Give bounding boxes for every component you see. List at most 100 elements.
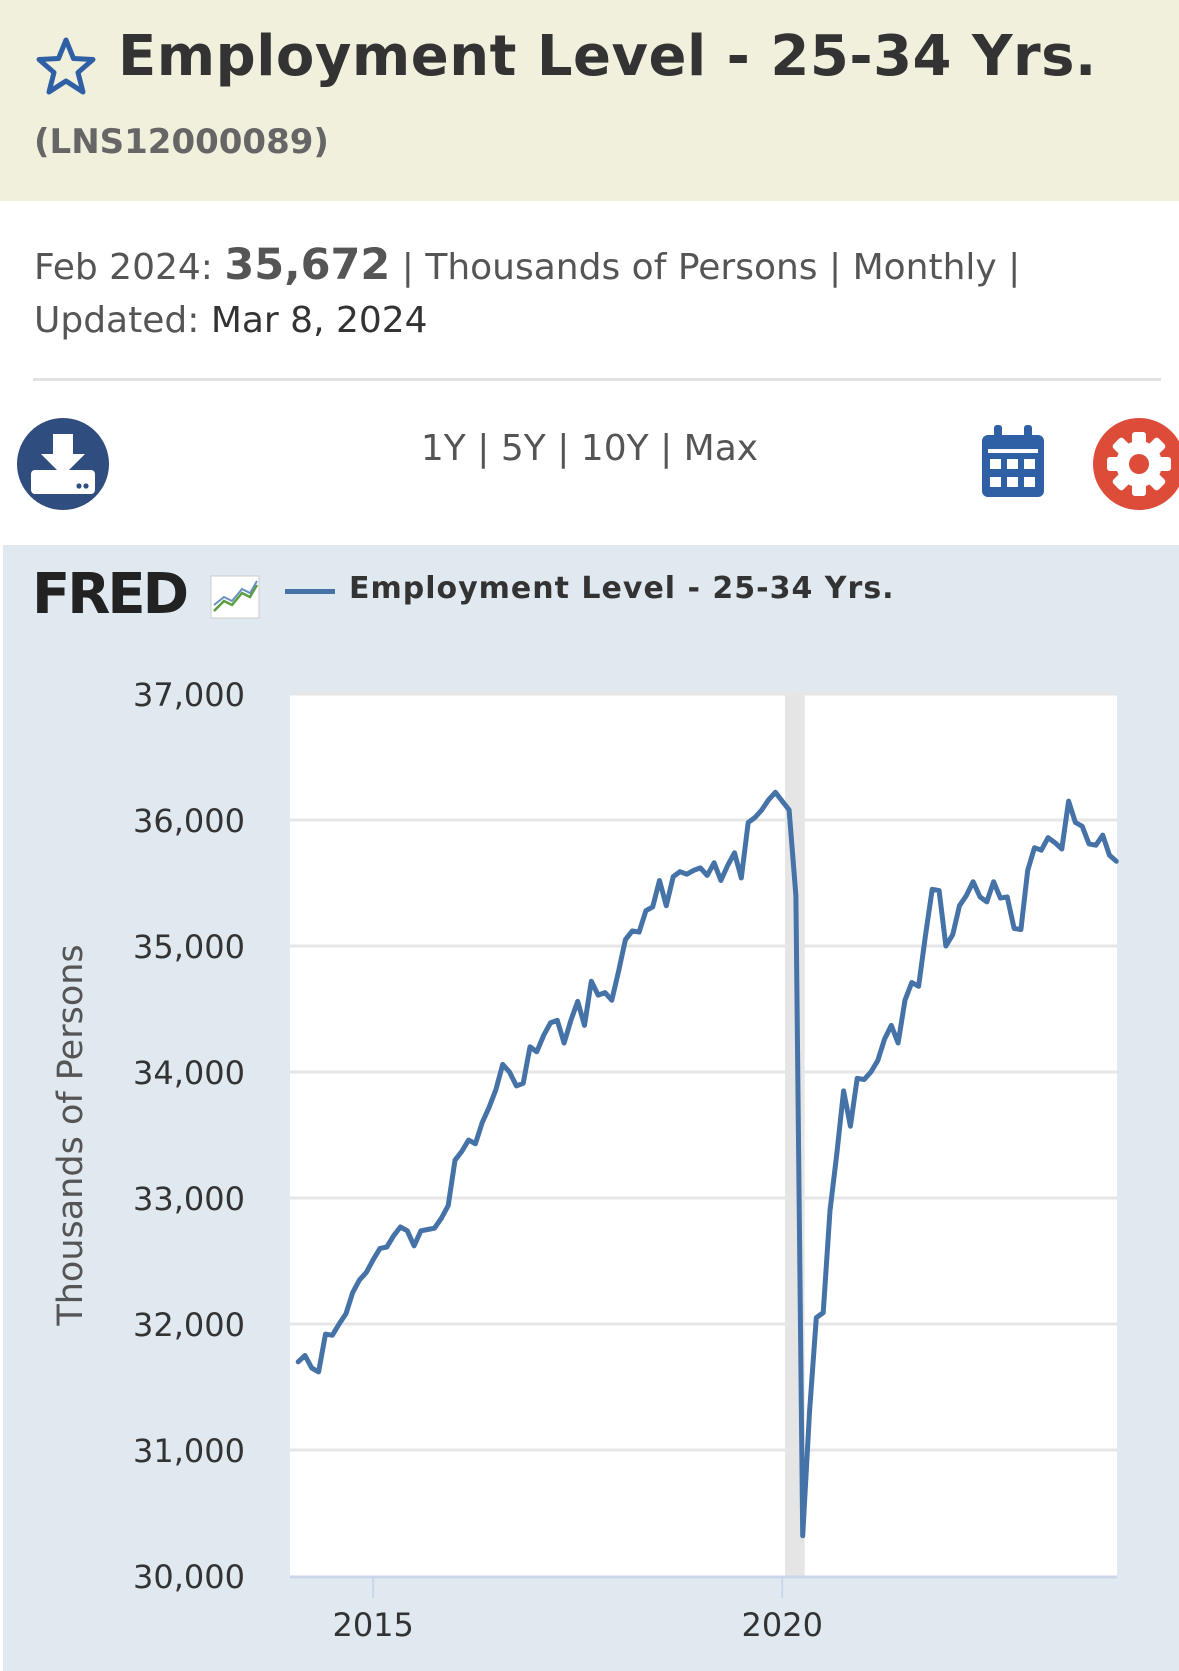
y-axis-title: Thousands of Persons bbox=[51, 944, 91, 1326]
gear-icon[interactable] bbox=[1093, 418, 1179, 510]
range-selector: 1Y | 5Y | 10Y | Max bbox=[0, 428, 1179, 469]
data-point bbox=[446, 1203, 451, 1208]
y-tick-label: 31,000 bbox=[133, 1432, 245, 1470]
data-point bbox=[998, 896, 1003, 901]
data-point bbox=[671, 874, 676, 879]
data-point bbox=[350, 1290, 355, 1295]
data-point bbox=[568, 1018, 573, 1023]
data-point bbox=[1114, 859, 1119, 864]
data-point bbox=[1005, 894, 1010, 899]
data-point bbox=[357, 1277, 362, 1282]
data-point bbox=[657, 878, 662, 883]
header-panel: Employment Level - 25-34 Yrs. (LNS120000… bbox=[0, 0, 1179, 201]
data-point bbox=[1073, 820, 1078, 825]
data-point bbox=[780, 799, 785, 804]
data-point bbox=[589, 979, 594, 984]
data-point bbox=[1059, 846, 1064, 851]
data-point bbox=[855, 1076, 860, 1081]
data-point bbox=[821, 1310, 826, 1315]
data-point bbox=[807, 1410, 812, 1415]
data-point bbox=[459, 1149, 464, 1154]
data-point bbox=[868, 1070, 873, 1075]
data-point bbox=[650, 904, 655, 909]
data-point bbox=[398, 1224, 403, 1229]
data-point bbox=[609, 998, 614, 1003]
series-line bbox=[295, 789, 1119, 1539]
updated-line: Updated: Mar 8, 2024 bbox=[34, 300, 428, 341]
summary-line: Feb 2024: 35,672 | Thousands of Persons … bbox=[34, 240, 1020, 290]
data-point bbox=[937, 888, 942, 893]
data-point bbox=[664, 903, 669, 908]
data-point bbox=[1107, 853, 1112, 858]
data-point bbox=[575, 999, 580, 1004]
data-point bbox=[841, 1088, 846, 1093]
fred-logo[interactable]: FRED bbox=[32, 562, 189, 627]
data-point bbox=[725, 863, 730, 868]
data-point bbox=[1066, 799, 1071, 804]
range-5y[interactable]: 5Y bbox=[500, 428, 546, 469]
data-point bbox=[752, 815, 757, 820]
divider bbox=[33, 378, 1161, 381]
data-point bbox=[371, 1257, 376, 1262]
data-point bbox=[466, 1138, 471, 1143]
data-point bbox=[1018, 927, 1023, 932]
data-point bbox=[848, 1124, 853, 1129]
range-10y[interactable]: 10Y bbox=[580, 428, 649, 469]
data-point bbox=[1032, 845, 1037, 850]
data-point bbox=[316, 1369, 321, 1374]
legend-label[interactable]: Employment Level - 25-34 Yrs. bbox=[349, 571, 895, 606]
data-point bbox=[1093, 843, 1098, 848]
data-point bbox=[541, 1033, 546, 1038]
data-point bbox=[787, 807, 792, 812]
data-point bbox=[377, 1246, 382, 1251]
data-point bbox=[500, 1062, 505, 1067]
data-point bbox=[957, 903, 962, 908]
y-tick-label: 37,000 bbox=[133, 676, 245, 714]
data-point bbox=[950, 932, 955, 937]
y-tick-label: 33,000 bbox=[133, 1180, 245, 1218]
data-point bbox=[562, 1041, 567, 1046]
range-1y[interactable]: 1Y bbox=[420, 428, 466, 469]
data-point bbox=[882, 1037, 887, 1042]
data-point bbox=[943, 944, 948, 949]
data-point bbox=[814, 1315, 819, 1320]
separator: | bbox=[817, 247, 853, 288]
y-tick-label: 30,000 bbox=[133, 1558, 245, 1596]
data-point bbox=[991, 879, 996, 884]
data-point bbox=[902, 998, 907, 1003]
download-button[interactable] bbox=[17, 418, 109, 510]
y-tick-label: 36,000 bbox=[133, 802, 245, 840]
data-point bbox=[691, 868, 696, 873]
data-point bbox=[923, 933, 928, 938]
data-point bbox=[684, 872, 689, 877]
data-point bbox=[1046, 835, 1051, 840]
data-point bbox=[1052, 840, 1057, 845]
data-point bbox=[514, 1083, 519, 1088]
star-icon[interactable] bbox=[34, 36, 98, 96]
data-point bbox=[452, 1158, 457, 1163]
data-point bbox=[909, 980, 914, 985]
page-title: Employment Level - 25-34 Yrs. bbox=[118, 24, 1097, 89]
range-max[interactable]: Max bbox=[683, 428, 759, 469]
data-point bbox=[439, 1216, 444, 1221]
data-point bbox=[480, 1120, 485, 1125]
data-point bbox=[391, 1233, 396, 1238]
data-point bbox=[889, 1023, 894, 1028]
data-point bbox=[677, 869, 682, 874]
data-point bbox=[977, 894, 982, 899]
data-point bbox=[1080, 824, 1085, 829]
calendar-icon[interactable] bbox=[980, 425, 1046, 499]
data-point bbox=[418, 1228, 423, 1233]
data-point bbox=[698, 865, 703, 870]
data-point bbox=[323, 1332, 328, 1337]
frequency-label: Monthly bbox=[852, 247, 997, 288]
data-point bbox=[793, 893, 798, 898]
data-point bbox=[705, 873, 710, 878]
data-point bbox=[1025, 868, 1030, 873]
data-point bbox=[425, 1227, 430, 1232]
data-point bbox=[712, 860, 717, 865]
data-point bbox=[548, 1020, 553, 1025]
download-icon bbox=[31, 434, 95, 494]
data-point bbox=[916, 984, 921, 989]
y-tick-label: 32,000 bbox=[133, 1306, 245, 1344]
